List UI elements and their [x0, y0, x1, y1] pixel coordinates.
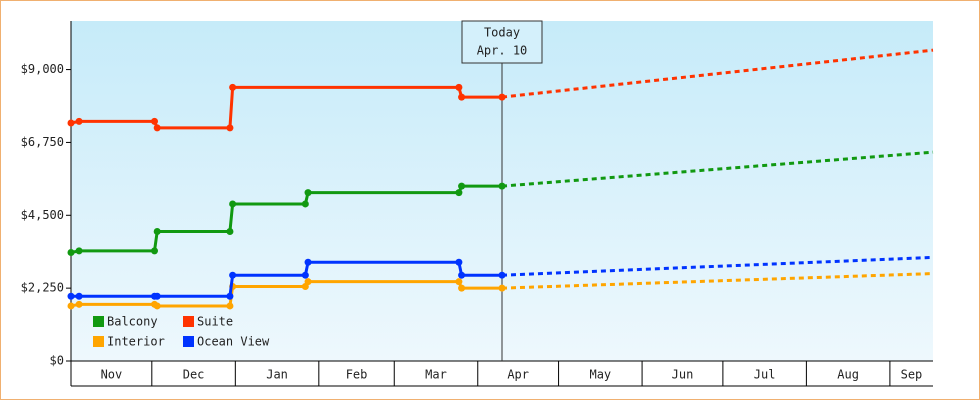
legend-swatch: [93, 316, 104, 327]
forecast-line: [501, 48, 934, 99]
data-point: [304, 258, 312, 266]
x-tick-label: Jan: [266, 368, 288, 382]
data-point: [229, 83, 237, 91]
data-point: [75, 247, 83, 255]
legend-label: Suite: [197, 315, 233, 329]
legend-label: Interior: [107, 335, 165, 349]
data-point: [498, 271, 506, 279]
x-tick-label: May: [589, 368, 611, 382]
y-tick-label: $2,250: [21, 281, 64, 295]
today-label: Apr. 10: [477, 44, 528, 58]
y-tick-label: $9,000: [21, 62, 64, 76]
data-point: [301, 200, 309, 208]
data-point: [455, 278, 463, 286]
data-point: [67, 292, 75, 300]
data-point: [153, 124, 161, 132]
data-point: [455, 189, 463, 197]
data-point: [67, 302, 75, 310]
data-point: [151, 247, 159, 255]
data-point: [304, 278, 312, 286]
x-tick-label: Jul: [754, 368, 776, 382]
data-point: [458, 284, 466, 292]
data-point: [498, 284, 506, 292]
data-point: [229, 200, 237, 208]
data-point: [226, 292, 234, 300]
data-point: [75, 117, 83, 125]
data-point: [226, 302, 234, 310]
today-box: [461, 20, 543, 64]
data-point: [229, 271, 237, 279]
data-point: [153, 292, 161, 300]
data-point: [458, 271, 466, 279]
data-point: [458, 93, 466, 101]
y-tick-label: $6,750: [21, 135, 64, 149]
data-point: [455, 83, 463, 91]
x-tick-label: Feb: [346, 368, 368, 382]
data-point: [226, 227, 234, 235]
data-point: [458, 182, 466, 190]
data-point: [151, 117, 159, 125]
x-tick-label: Apr: [507, 368, 529, 382]
data-point: [455, 258, 463, 266]
x-tick-label: Mar: [425, 368, 447, 382]
data-point: [153, 227, 161, 235]
data-point: [75, 292, 83, 300]
legend-label: Ocean View: [197, 335, 270, 349]
data-point: [67, 249, 75, 257]
x-tick-label: Nov: [101, 368, 123, 382]
data-point: [153, 302, 161, 310]
data-point: [304, 189, 312, 197]
x-tick-label: Aug: [837, 368, 859, 382]
legend-swatch: [183, 316, 194, 327]
data-point: [75, 300, 83, 308]
legend-label: Balcony: [107, 315, 158, 329]
data-point: [498, 182, 506, 190]
data-point: [498, 93, 506, 101]
x-tick-label: Sep: [901, 368, 923, 382]
data-point: [67, 119, 75, 127]
x-tick-label: Jun: [672, 368, 694, 382]
data-point: [226, 124, 234, 132]
legend-swatch: [183, 336, 194, 347]
y-tick-label: $4,500: [21, 208, 64, 222]
legend-swatch: [93, 336, 104, 347]
x-tick-label: Dec: [183, 368, 205, 382]
forecast-line: [501, 150, 934, 188]
y-tick-label: $0: [50, 354, 64, 368]
today-label: Today: [484, 26, 520, 40]
data-point: [301, 271, 309, 279]
